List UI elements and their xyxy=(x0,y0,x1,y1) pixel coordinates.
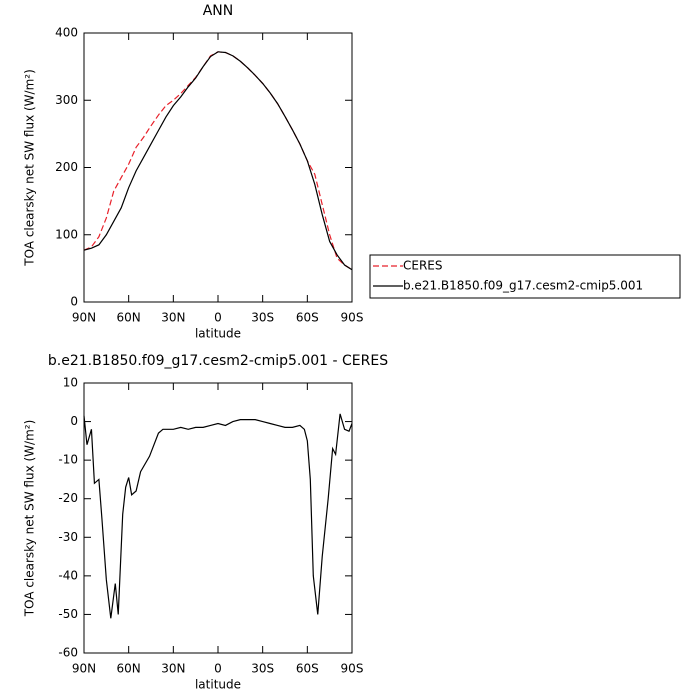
chart-title: ANN xyxy=(203,3,234,19)
y-tick-label: 300 xyxy=(55,93,78,107)
legend-box xyxy=(369,254,681,299)
legend-label: b.e21.B1850.f09_g17.cesm2-cmip5.001 xyxy=(403,279,643,293)
y-axis-label: TOA clearsky net SW flux (W/m²) xyxy=(23,69,37,267)
x-tick-label: 30S xyxy=(251,311,274,325)
x-tick-label: 60S xyxy=(296,662,319,676)
y-axis-label: TOA clearsky net SW flux (W/m²) xyxy=(23,420,37,618)
y-tick-label: 0 xyxy=(70,295,78,309)
legend-label: CERES xyxy=(403,259,443,273)
x-tick-label: 60N xyxy=(117,662,141,676)
data-line xyxy=(83,51,353,271)
x-tick-label: 30S xyxy=(251,662,274,676)
y-tick-label: -40 xyxy=(58,568,78,582)
y-tick-label: 200 xyxy=(55,160,78,174)
x-tick-label: 60S xyxy=(296,311,319,325)
y-tick-label: 0 xyxy=(70,414,78,428)
data-line xyxy=(83,413,353,619)
x-tick-label: 30N xyxy=(161,662,185,676)
data-line xyxy=(83,51,353,271)
x-axis-label: latitude xyxy=(195,678,241,692)
x-tick-label: 90S xyxy=(341,311,364,325)
x-tick-label: 60N xyxy=(117,311,141,325)
x-tick-label: 0 xyxy=(214,662,222,676)
y-tick-label: 100 xyxy=(55,227,78,241)
y-tick-label: -10 xyxy=(58,453,78,467)
y-tick-label: 400 xyxy=(55,26,78,40)
y-tick-label: -60 xyxy=(58,646,78,660)
plot-frame xyxy=(83,32,353,303)
chart-title: b.e21.B1850.f09_g17.cesm2-cmip5.001 - CE… xyxy=(48,353,388,369)
y-tick-label: -20 xyxy=(58,491,78,505)
x-tick-label: 30N xyxy=(161,311,185,325)
x-axis-label: latitude xyxy=(195,327,241,341)
y-tick-label: -30 xyxy=(58,530,78,544)
y-tick-label: 10 xyxy=(63,376,78,390)
x-tick-label: 90N xyxy=(72,311,96,325)
x-tick-label: 90N xyxy=(72,662,96,676)
x-tick-label: 0 xyxy=(214,311,222,325)
y-tick-label: -50 xyxy=(58,607,78,621)
x-tick-label: 90S xyxy=(341,662,364,676)
